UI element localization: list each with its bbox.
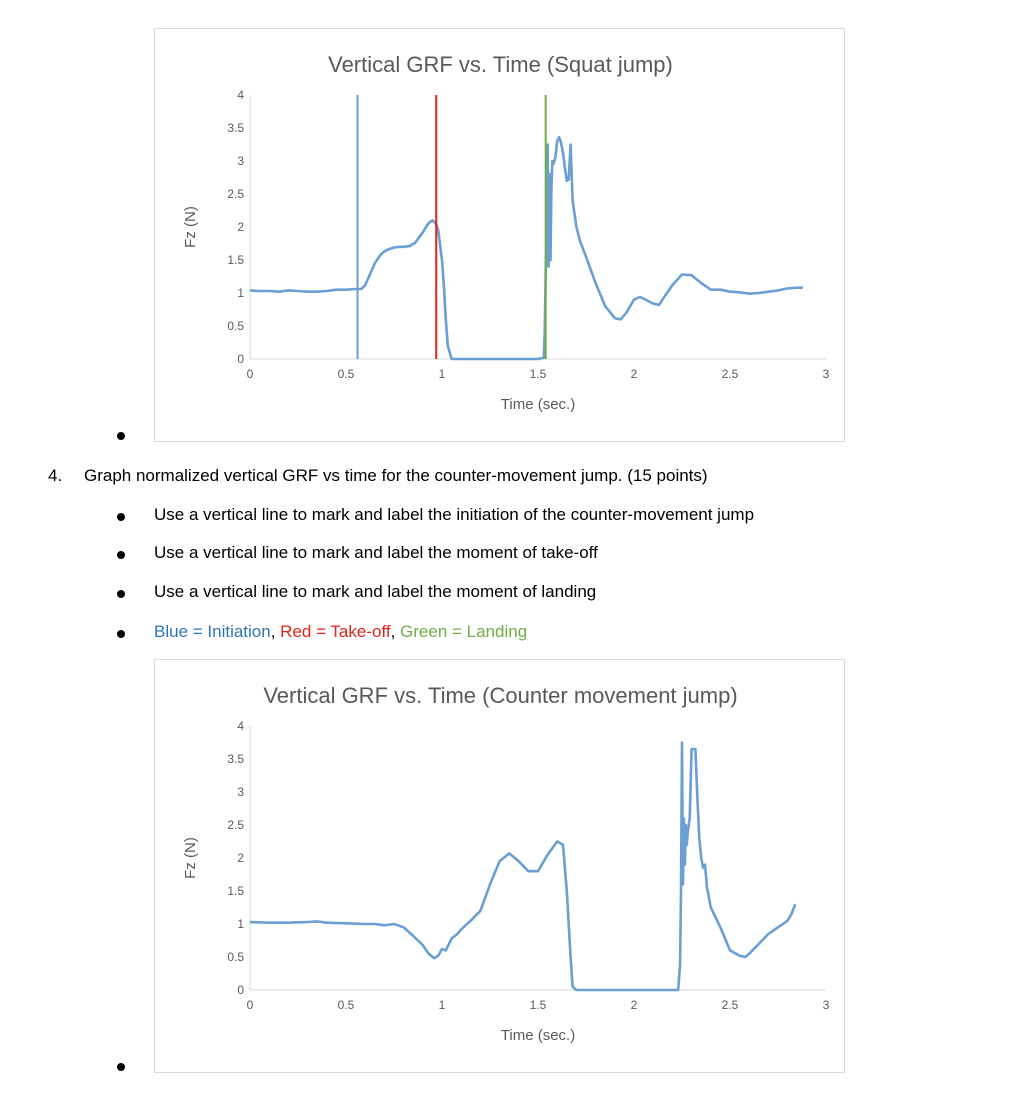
y-tick-label: 3.5 <box>227 121 244 135</box>
counter-movement-jump-chart: Vertical GRF vs. Time (Counter movement … <box>154 659 845 1073</box>
instruction-item: Use a vertical line to mark and label th… <box>154 505 755 524</box>
question-text: Graph normalized vertical GRF vs time fo… <box>84 466 708 485</box>
x-tick-label: 0.5 <box>338 998 355 1012</box>
series-line <box>249 135 803 361</box>
squat-jump-chart: Vertical GRF vs. Time (Squat jump) 0 0.5 1 1… <box>154 28 845 442</box>
x-tick-label: 0 <box>247 998 254 1012</box>
x-tick-label: 0.5 <box>338 367 355 381</box>
y-tick-label: 0.5 <box>227 319 244 333</box>
y-tick-label: 0 <box>237 352 244 366</box>
x-tick-label: 1.5 <box>530 367 547 381</box>
legend-landing: Green = Landing <box>400 622 528 641</box>
y-tick-label: 1 <box>237 917 244 931</box>
instruction-item: Use a vertical line to mark and label th… <box>154 582 597 601</box>
x-tick-label: 2 <box>631 998 638 1012</box>
legend-separator: , <box>390 622 401 641</box>
x-tick-label: 3 <box>823 367 830 381</box>
y-tick-label: 2.5 <box>227 187 244 201</box>
y-tick-label: 3.5 <box>227 752 244 766</box>
chart-title: Vertical GRF vs. Time (Squat jump) <box>328 52 673 77</box>
instruction-item: Use a vertical line to mark and label th… <box>154 543 598 562</box>
x-tick-label: 3 <box>823 998 830 1012</box>
y-tick-label: 3 <box>237 785 244 799</box>
y-tick-label: 2 <box>237 220 244 234</box>
legend-initiation: Blue = Initiation <box>154 622 271 641</box>
legend-line: Blue = Initiation, Red = Take-off, Green… <box>154 622 527 642</box>
legend-separator: , <box>270 622 281 641</box>
x-tick-label: 2 <box>631 367 638 381</box>
y-tick-label: 1.5 <box>227 884 244 898</box>
x-axis-label: Time (sec.) <box>501 396 575 413</box>
question-number: 4. <box>48 466 63 485</box>
y-tick-label: 4 <box>237 719 244 733</box>
bullet-point <box>117 1063 125 1071</box>
bullet-point <box>117 432 125 440</box>
x-tick-label: 1 <box>439 367 446 381</box>
y-tick-label: 4 <box>237 88 244 102</box>
x-tick-label: 2.5 <box>722 998 739 1012</box>
y-tick-label: 3 <box>237 154 244 168</box>
x-tick-label: 0 <box>247 367 254 381</box>
question-line: 4. Graph normalized vertical GRF vs time … <box>48 466 708 486</box>
x-tick-label: 1 <box>439 998 446 1012</box>
bullet-point <box>117 551 125 559</box>
x-tick-label: 2.5 <box>722 367 739 381</box>
y-tick-label: 2 <box>237 851 244 865</box>
y-axis-label: Fz (N) <box>182 206 199 248</box>
y-tick-label: 1 <box>237 286 244 300</box>
y-tick-label: 2.5 <box>227 818 244 832</box>
bullet-point <box>117 630 125 638</box>
y-tick-label: 0 <box>237 983 244 997</box>
chart-svg: Vertical GRF vs. Time (Squat jump) 0 0.5 1 1… <box>182 52 830 413</box>
y-axis-label: Fz (N) <box>182 837 199 879</box>
x-axis-label: Time (sec.) <box>501 1027 575 1044</box>
x-tick-label: 1.5 <box>530 998 547 1012</box>
bullet-point <box>117 590 125 598</box>
series-line <box>249 741 797 992</box>
bullet-point <box>117 513 125 521</box>
chart-svg: Vertical GRF vs. Time (Counter movement … <box>182 683 830 1044</box>
chart-title: Vertical GRF vs. Time (Counter movement … <box>263 683 737 708</box>
y-tick-label: 0.5 <box>227 950 244 964</box>
y-tick-label: 1.5 <box>227 253 244 267</box>
legend-takeoff: Red = Take-off <box>280 622 391 641</box>
